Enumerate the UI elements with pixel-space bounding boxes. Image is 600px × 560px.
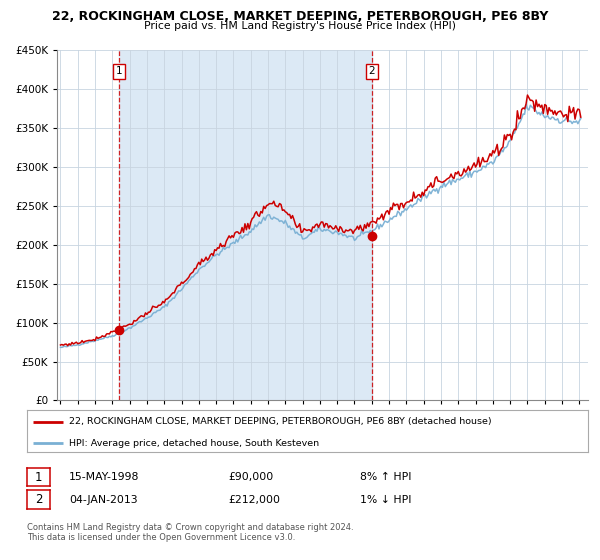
Text: £212,000: £212,000 xyxy=(228,494,280,505)
Text: 1: 1 xyxy=(35,470,42,484)
Text: This data is licensed under the Open Government Licence v3.0.: This data is licensed under the Open Gov… xyxy=(27,533,295,542)
Bar xyxy=(119,50,372,400)
Text: 04-JAN-2013: 04-JAN-2013 xyxy=(69,494,137,505)
Text: 22, ROCKINGHAM CLOSE, MARKET DEEPING, PETERBOROUGH, PE6 8BY: 22, ROCKINGHAM CLOSE, MARKET DEEPING, PE… xyxy=(52,10,548,22)
Text: 15-MAY-1998: 15-MAY-1998 xyxy=(69,472,139,482)
Text: 1: 1 xyxy=(115,66,122,76)
Text: 8% ↑ HPI: 8% ↑ HPI xyxy=(360,472,412,482)
Text: 2: 2 xyxy=(35,493,42,506)
Text: Contains HM Land Registry data © Crown copyright and database right 2024.: Contains HM Land Registry data © Crown c… xyxy=(27,523,353,532)
Text: 22, ROCKINGHAM CLOSE, MARKET DEEPING, PETERBOROUGH, PE6 8BY (detached house): 22, ROCKINGHAM CLOSE, MARKET DEEPING, PE… xyxy=(69,417,492,426)
Text: 1% ↓ HPI: 1% ↓ HPI xyxy=(360,494,412,505)
Text: Price paid vs. HM Land Registry's House Price Index (HPI): Price paid vs. HM Land Registry's House … xyxy=(144,21,456,31)
Text: 2: 2 xyxy=(368,66,375,76)
Text: HPI: Average price, detached house, South Kesteven: HPI: Average price, detached house, Sout… xyxy=(69,438,319,448)
Text: £90,000: £90,000 xyxy=(228,472,273,482)
